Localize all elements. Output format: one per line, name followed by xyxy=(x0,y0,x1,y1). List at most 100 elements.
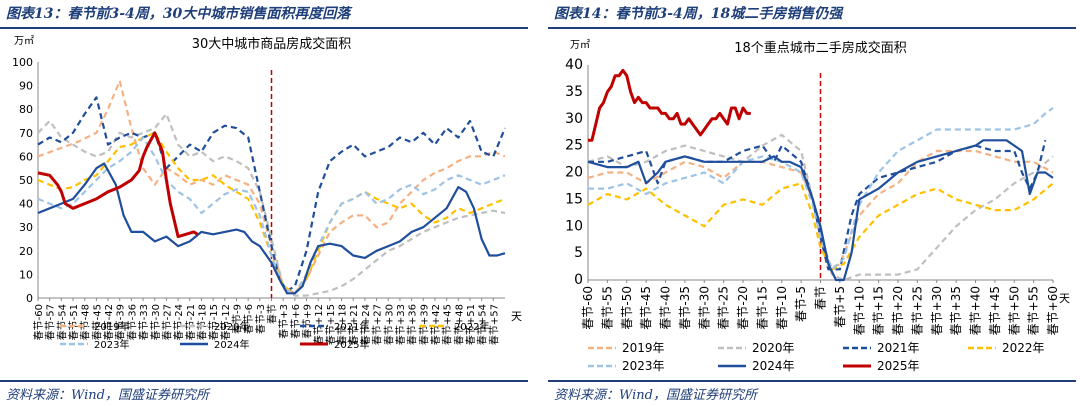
x-tick-label: 春节+51 xyxy=(465,304,477,345)
x-tick-label: 春节+42 xyxy=(430,304,442,345)
x-tick-label: 春节+20 xyxy=(891,286,905,335)
x-tick-label: 春节-21 xyxy=(185,304,197,340)
x-tick-label: 春节-39 xyxy=(115,304,127,340)
legend-label-2021: 2021年 xyxy=(334,320,369,333)
chart-title: 30大中城市商品房成交面积 xyxy=(192,36,352,52)
x-tick-label: 春节+5 xyxy=(833,286,847,328)
y-tick-label: 60 xyxy=(19,150,33,163)
x-tick-label: 春节-55 xyxy=(600,286,614,330)
right-header-rule xyxy=(548,27,1076,29)
x-tick-label: 春节+18 xyxy=(337,304,349,345)
x-tick-label: 春节+9 xyxy=(302,304,314,339)
x-tick-label: 春节+50 xyxy=(1007,286,1021,335)
y-tick-label: 10 xyxy=(565,218,583,234)
y-tick-label: 100 xyxy=(12,56,33,69)
y-tick-label: 25 xyxy=(565,138,583,154)
x-tick-label: 春节+15 xyxy=(325,304,337,345)
left-source-note: 资料来源：Wind，国盛证券研究所 xyxy=(6,388,209,403)
x-tick-label: 春节+24 xyxy=(360,304,372,345)
x-tick-label: 春节-45 xyxy=(91,304,103,340)
x-tick-label: 春节+12 xyxy=(313,304,325,345)
legend-label-2024: 2024年 xyxy=(752,359,795,373)
x-tick-label: 春节+60 xyxy=(1046,286,1060,335)
series-line-2022 xyxy=(587,182,1054,271)
y-tick-label: 40 xyxy=(19,198,33,211)
x-tick-label: 春节+21 xyxy=(348,304,360,345)
y-tick-label: 40 xyxy=(565,57,583,73)
x-tick-label: 春节-54 xyxy=(56,304,68,340)
legend-label-2023: 2023年 xyxy=(622,359,665,373)
x-tick-label: 春节-30 xyxy=(697,286,711,330)
x-tick-label: 春节+10 xyxy=(852,286,866,335)
x-tick-label: 春节-3 xyxy=(255,304,267,334)
legend-label-2022: 2022年 xyxy=(1002,341,1045,355)
x-tick-label: 春节-40 xyxy=(659,286,673,330)
series-line-2025 xyxy=(588,68,751,142)
series-line-2020 xyxy=(37,112,506,297)
x-tick-label: 春节-15 xyxy=(755,286,769,330)
series-line-2024 xyxy=(37,162,506,295)
x-tick-label: 春节-60 xyxy=(33,304,45,340)
y-tick-label: 90 xyxy=(19,80,33,93)
right-panel-header: 图表14：春节前3-4周，18城二手房销售仍强 xyxy=(554,6,843,22)
x-tick-label: 春节-9 xyxy=(231,304,243,334)
x-tick-label: 春节-60 xyxy=(581,286,595,330)
legend-label-2021: 2021年 xyxy=(877,341,920,355)
x-tick-label: 春节-12 xyxy=(220,304,232,340)
y-tick-label: 80 xyxy=(19,103,33,116)
x-tick-label: 春节 xyxy=(814,286,828,310)
x-tick-label: 春节-20 xyxy=(736,286,750,330)
x-tick-label: 春节+15 xyxy=(872,286,886,335)
x-tick-label: 春节+25 xyxy=(910,286,924,335)
x-tick-label: 春节+55 xyxy=(1027,286,1041,335)
x-tick-label: 春节-33 xyxy=(138,304,150,340)
y-tick-label: 15 xyxy=(565,191,583,207)
right-panel: 图表14：春节前3-4周，18城二手房销售仍强 18个重点城市二手房成交面积 万㎡… xyxy=(548,0,1076,406)
series-line-2023 xyxy=(37,136,506,295)
x-tick-label: 春节-48 xyxy=(80,304,92,340)
x-tick-label: 春节+30 xyxy=(383,304,395,345)
series-line-2024 xyxy=(587,139,1054,282)
chart-title: 18个重点城市二手房成交面积 xyxy=(734,40,907,56)
x-tick-label: 春节+48 xyxy=(453,304,465,345)
x-tick-label: 春节-5 xyxy=(794,286,808,322)
series-line-2025 xyxy=(37,131,199,239)
y-tick-label: 35 xyxy=(565,84,583,100)
y-tick-label: 5 xyxy=(574,245,583,261)
y-tick-label: 10 xyxy=(19,268,33,281)
y-tick-label: 0 xyxy=(26,292,33,305)
y-tick-label: 20 xyxy=(565,165,583,181)
x-tick-label: 春节-51 xyxy=(68,304,80,340)
left-header-rule xyxy=(0,27,528,29)
x-tick-label: 春节-6 xyxy=(243,304,255,334)
x-tick-label: 春节-45 xyxy=(639,286,653,330)
left-footer-rule xyxy=(0,380,528,382)
x-tick-label: 春节-24 xyxy=(173,304,185,340)
x-tick-label: 春节-10 xyxy=(775,286,789,330)
y-tick-label: 70 xyxy=(19,127,33,140)
y-tick-label: 20 xyxy=(19,245,33,258)
x-tick-label: 春节-36 xyxy=(126,304,138,340)
legend-label-2025: 2025年 xyxy=(334,338,369,351)
x-tick-label: 春节+45 xyxy=(988,286,1002,335)
chart-30-cities-new-home-sales: 30大中城市商品房成交面积 万㎡ 0 10 20 30 40 50 60 70 80 90 100 春节-… xyxy=(12,35,522,351)
x-tick-label: 春节+30 xyxy=(930,286,944,335)
x-tick-label: 春节+57 xyxy=(488,304,500,345)
x-tick-label: 春节-42 xyxy=(103,304,115,340)
x-tick-label: 春节-15 xyxy=(208,304,220,340)
left-panel: 图表13：春节前3-4周，30大中城市销售面积再度回落 30大中城市商品房成交面… xyxy=(0,0,528,406)
x-tick-label: 春节+45 xyxy=(442,304,454,345)
legend-label-2019: 2019年 xyxy=(94,320,129,333)
x-tick-label: 春节+40 xyxy=(969,286,983,335)
x-tick-label: 春节+36 xyxy=(407,304,419,345)
x-tick-label: 春节+54 xyxy=(477,304,489,345)
right-source-note: 资料来源：Wind，国盛证券研究所 xyxy=(554,388,757,403)
y-tick-label: 0 xyxy=(574,272,583,288)
x-tick-label: 春节+33 xyxy=(395,304,407,345)
x-tick-label: 春节-30 xyxy=(150,304,162,340)
legend-label-2023: 2023年 xyxy=(94,338,129,351)
left-panel-header: 图表13：春节前3-4周，30大中城市销售面积再度回落 xyxy=(6,6,351,22)
x-axis-unit-label: 天 xyxy=(511,310,522,323)
legend-label-2020: 2020年 xyxy=(214,320,249,333)
legend-label-2020: 2020年 xyxy=(752,341,795,355)
